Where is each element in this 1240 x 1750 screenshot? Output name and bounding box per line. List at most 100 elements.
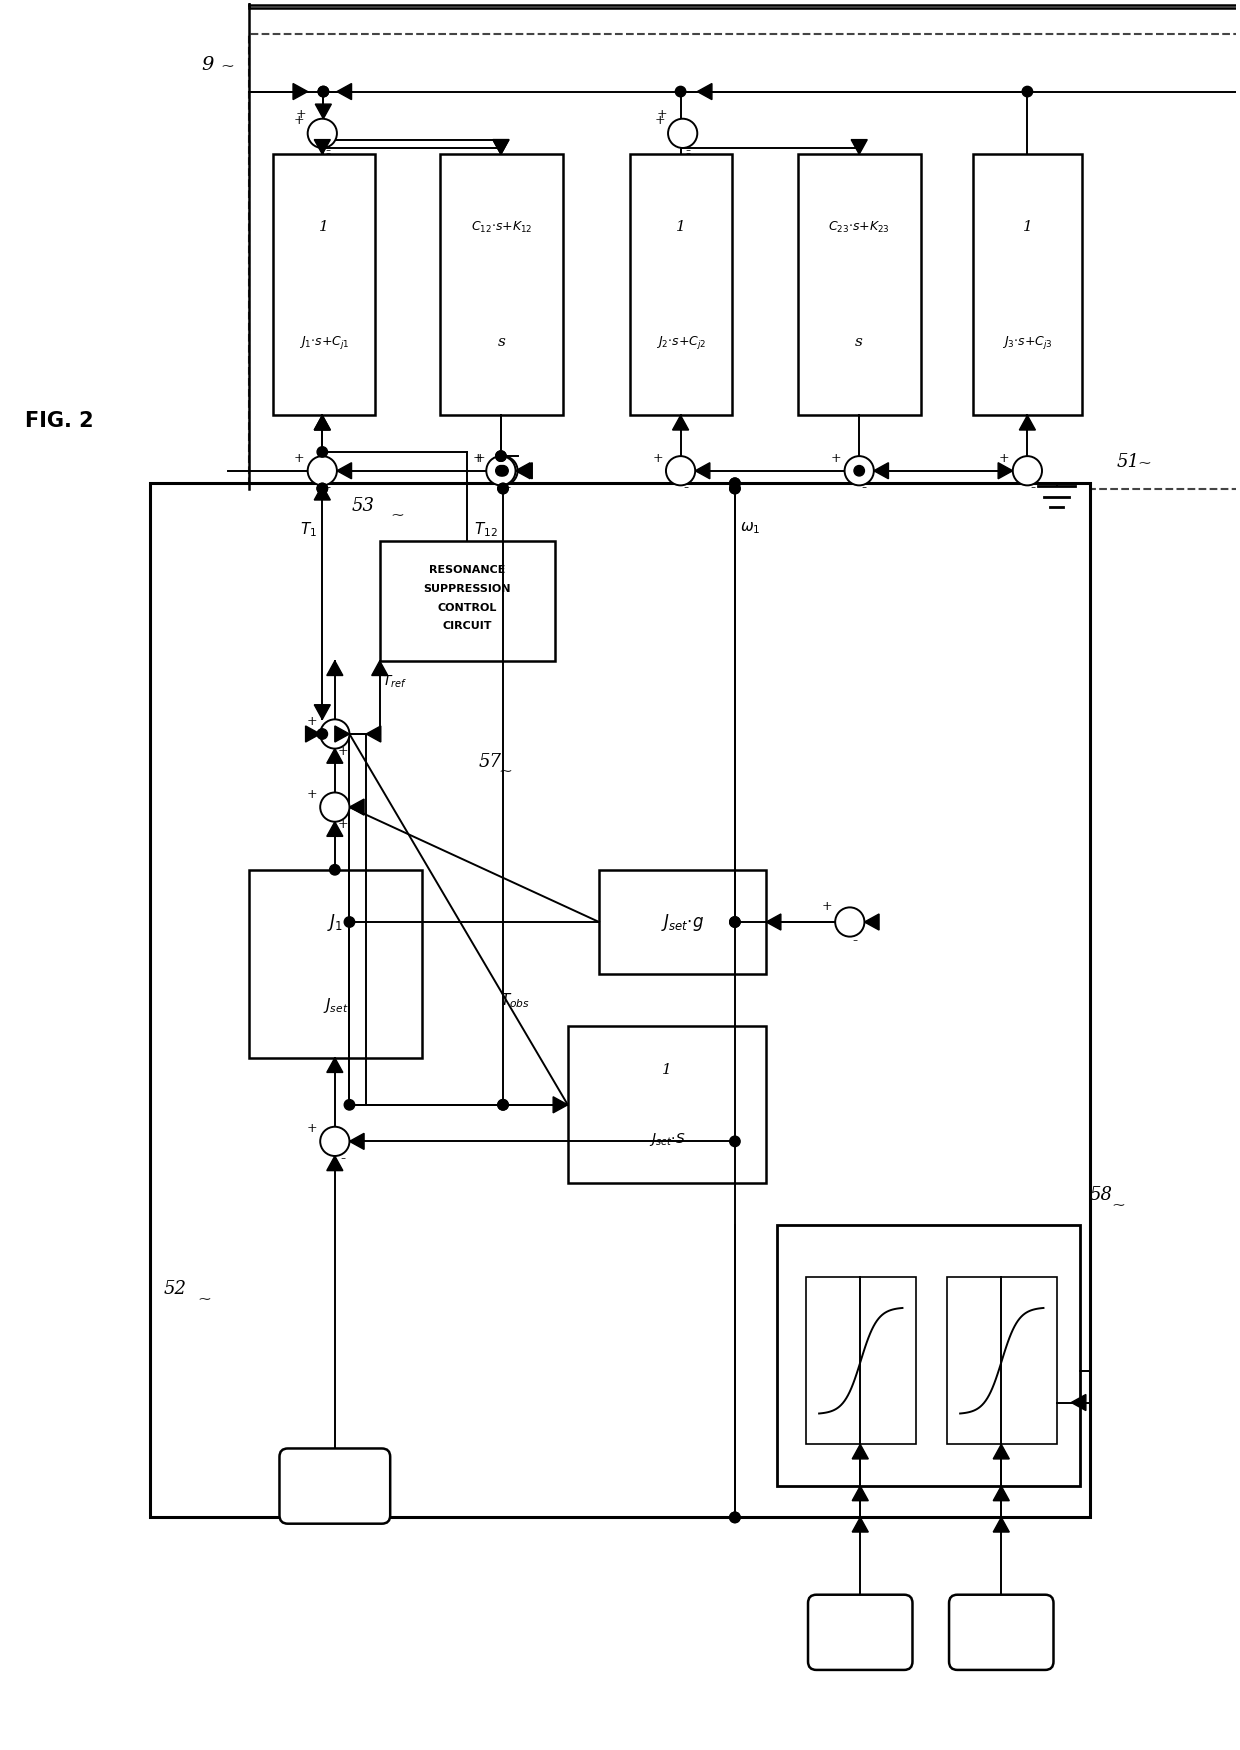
Bar bbox=[249, 0, 1240, 9]
Text: 52: 52 bbox=[164, 1279, 186, 1298]
Bar bbox=[797, 154, 921, 415]
Polygon shape bbox=[314, 705, 330, 719]
Circle shape bbox=[330, 864, 340, 875]
Circle shape bbox=[319, 86, 329, 96]
Text: $J_{tgt}$: $J_{tgt}$ bbox=[846, 1620, 874, 1643]
Circle shape bbox=[317, 728, 327, 738]
Bar bbox=[947, 1278, 1056, 1444]
Circle shape bbox=[489, 457, 517, 485]
Bar bbox=[150, 483, 1090, 1517]
Text: +: + bbox=[306, 716, 317, 728]
FancyBboxPatch shape bbox=[808, 1594, 913, 1669]
Text: $J_1$: $J_1$ bbox=[327, 912, 343, 933]
Circle shape bbox=[317, 446, 327, 457]
Polygon shape bbox=[993, 1517, 1009, 1531]
Text: $T_{12}$: $T_{12}$ bbox=[474, 520, 497, 539]
Polygon shape bbox=[553, 1097, 568, 1113]
Polygon shape bbox=[314, 415, 330, 430]
Text: +: + bbox=[822, 900, 832, 914]
Text: -: - bbox=[683, 481, 688, 495]
Text: $J_1{\cdot}s{+}C_{j1}$: $J_1{\cdot}s{+}C_{j1}$ bbox=[299, 334, 350, 350]
Text: 1: 1 bbox=[662, 1064, 672, 1078]
Bar bbox=[440, 154, 563, 415]
Text: 57: 57 bbox=[479, 752, 502, 770]
Polygon shape bbox=[1019, 415, 1035, 430]
Text: 1: 1 bbox=[1023, 220, 1032, 234]
Text: ~: ~ bbox=[497, 761, 512, 779]
Polygon shape bbox=[327, 822, 343, 836]
Text: 9: 9 bbox=[201, 56, 213, 75]
Circle shape bbox=[317, 483, 327, 493]
Text: $J_{set}{\cdot}S$: $J_{set}{\cdot}S$ bbox=[649, 1130, 686, 1148]
Text: -: - bbox=[341, 1152, 346, 1166]
Text: $J_{set}{\cdot}g$: $J_{set}{\cdot}g$ bbox=[661, 912, 704, 933]
Circle shape bbox=[308, 457, 337, 485]
Text: ~: ~ bbox=[197, 1290, 211, 1307]
Polygon shape bbox=[766, 914, 781, 929]
Text: $T_{obs}$: $T_{obs}$ bbox=[500, 990, 529, 1010]
FancyBboxPatch shape bbox=[279, 1449, 391, 1524]
Text: CONTROL: CONTROL bbox=[438, 602, 497, 612]
Polygon shape bbox=[305, 726, 320, 742]
Polygon shape bbox=[993, 1444, 1009, 1460]
Circle shape bbox=[676, 86, 686, 96]
Circle shape bbox=[729, 917, 740, 928]
Text: -: - bbox=[686, 147, 691, 161]
Polygon shape bbox=[337, 84, 352, 100]
Circle shape bbox=[729, 1512, 740, 1522]
Text: 51: 51 bbox=[1116, 453, 1140, 471]
Text: -: - bbox=[1030, 481, 1035, 495]
Circle shape bbox=[496, 452, 506, 462]
Polygon shape bbox=[314, 415, 330, 430]
Text: $J_2{\cdot}s{+}C_{j2}$: $J_2{\cdot}s{+}C_{j2}$ bbox=[656, 334, 707, 350]
Polygon shape bbox=[327, 1157, 343, 1171]
Text: $T^*$: $T^*$ bbox=[324, 1475, 346, 1496]
Polygon shape bbox=[852, 1444, 868, 1460]
Polygon shape bbox=[315, 103, 331, 119]
Polygon shape bbox=[327, 749, 343, 763]
Circle shape bbox=[345, 1099, 355, 1110]
Polygon shape bbox=[337, 462, 352, 480]
Text: -: - bbox=[325, 147, 330, 161]
Text: -: - bbox=[506, 481, 511, 495]
Text: $C_{23}{\cdot}s{+}K_{23}$: $C_{23}{\cdot}s{+}K_{23}$ bbox=[828, 220, 890, 234]
Text: +: + bbox=[296, 108, 306, 121]
Text: ~: ~ bbox=[1137, 453, 1151, 471]
Text: +: + bbox=[306, 788, 317, 802]
Circle shape bbox=[496, 452, 506, 462]
Text: $\omega_1$: $\omega_1$ bbox=[740, 520, 760, 536]
Bar bbox=[192, 723, 458, 1330]
Text: ~: ~ bbox=[391, 506, 404, 523]
Polygon shape bbox=[874, 462, 888, 480]
Text: +: + bbox=[999, 452, 1009, 466]
Bar bbox=[973, 154, 1081, 415]
Polygon shape bbox=[335, 726, 350, 742]
Polygon shape bbox=[672, 415, 688, 430]
Text: $T_1$: $T_1$ bbox=[300, 520, 317, 539]
Polygon shape bbox=[492, 140, 508, 154]
Text: +: + bbox=[831, 452, 842, 466]
Text: -: - bbox=[503, 481, 508, 495]
Circle shape bbox=[836, 908, 864, 936]
Polygon shape bbox=[314, 140, 330, 154]
Circle shape bbox=[668, 119, 697, 149]
Circle shape bbox=[729, 478, 740, 488]
Text: -: - bbox=[852, 934, 858, 948]
Text: -: - bbox=[862, 481, 867, 495]
Text: +: + bbox=[337, 746, 348, 758]
Text: +: + bbox=[656, 108, 667, 121]
Polygon shape bbox=[372, 662, 388, 676]
Circle shape bbox=[497, 466, 508, 476]
Polygon shape bbox=[327, 662, 343, 676]
Bar bbox=[249, 33, 1240, 488]
FancyBboxPatch shape bbox=[949, 1594, 1054, 1669]
Circle shape bbox=[317, 483, 327, 493]
Text: +: + bbox=[655, 114, 665, 128]
Circle shape bbox=[729, 483, 740, 493]
Text: ~: ~ bbox=[219, 58, 234, 74]
Text: FIG. 2: FIG. 2 bbox=[25, 411, 93, 430]
Polygon shape bbox=[314, 485, 330, 500]
Circle shape bbox=[496, 466, 506, 476]
Circle shape bbox=[1013, 457, 1042, 485]
Circle shape bbox=[320, 719, 350, 749]
